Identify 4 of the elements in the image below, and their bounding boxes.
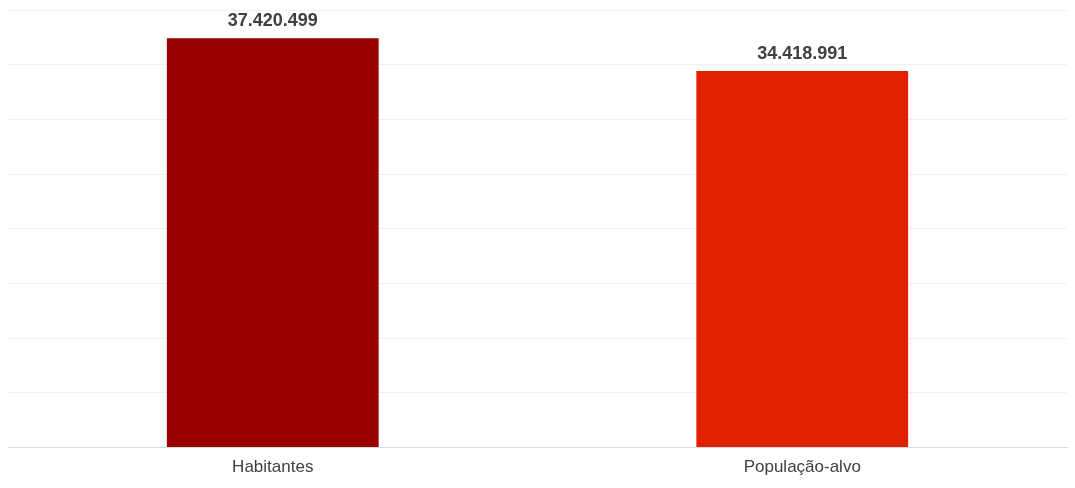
data-label: 37.420.499 bbox=[227, 10, 318, 31]
data-label: 34.418.991 bbox=[757, 43, 848, 64]
x-tick-label: População-alvo bbox=[743, 457, 861, 477]
x-tick-label: Habitantes bbox=[232, 457, 314, 477]
